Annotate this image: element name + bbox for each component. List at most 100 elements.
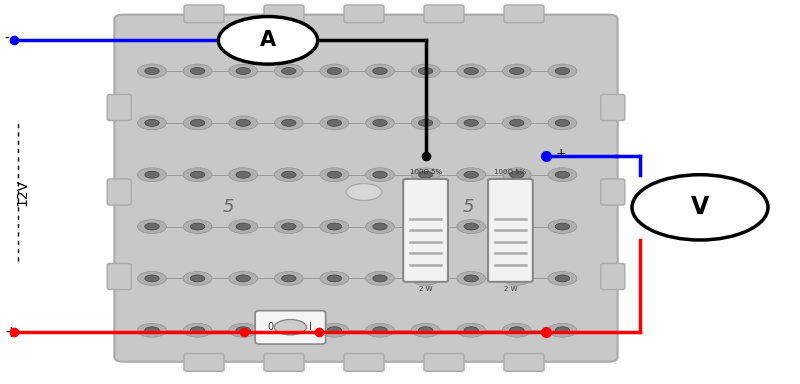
FancyBboxPatch shape [107,263,131,290]
FancyBboxPatch shape [601,179,625,205]
Circle shape [632,175,768,240]
Circle shape [457,323,486,337]
Circle shape [183,116,212,130]
FancyBboxPatch shape [504,5,544,23]
Circle shape [138,323,166,337]
Circle shape [418,68,433,74]
Circle shape [373,327,387,334]
Text: 100Ω 5%: 100Ω 5% [410,169,442,175]
Circle shape [464,171,478,178]
FancyBboxPatch shape [344,354,384,371]
Circle shape [411,168,440,182]
Circle shape [548,271,577,285]
Circle shape [464,223,478,230]
Circle shape [418,223,433,230]
Text: 2 W: 2 W [419,286,432,292]
Circle shape [236,327,250,334]
Circle shape [366,271,394,285]
Circle shape [464,327,478,334]
Circle shape [145,119,159,126]
FancyBboxPatch shape [184,354,224,371]
FancyBboxPatch shape [488,179,533,282]
Circle shape [282,275,296,282]
Circle shape [229,220,258,233]
Circle shape [555,171,570,178]
Circle shape [229,271,258,285]
Circle shape [190,275,205,282]
Circle shape [418,171,433,178]
Circle shape [373,171,387,178]
Circle shape [282,119,296,126]
Circle shape [366,168,394,182]
Circle shape [548,323,577,337]
Circle shape [183,64,212,78]
FancyBboxPatch shape [264,5,304,23]
Circle shape [418,119,433,126]
Circle shape [320,323,349,337]
Circle shape [274,168,303,182]
Circle shape [366,64,394,78]
Circle shape [145,171,159,178]
Circle shape [236,68,250,74]
Circle shape [327,119,342,126]
Circle shape [548,168,577,182]
Circle shape [457,64,486,78]
Circle shape [327,275,342,282]
FancyBboxPatch shape [403,179,448,282]
Circle shape [282,68,296,74]
Circle shape [510,171,524,178]
Circle shape [548,220,577,233]
Circle shape [411,64,440,78]
Circle shape [464,119,478,126]
Circle shape [145,223,159,230]
Circle shape [366,323,394,337]
Circle shape [327,327,342,334]
Circle shape [138,271,166,285]
Text: 2 W: 2 W [504,286,517,292]
Circle shape [236,119,250,126]
Text: A: A [260,30,276,50]
Circle shape [190,327,205,334]
Circle shape [327,223,342,230]
Circle shape [502,220,531,233]
Circle shape [190,223,205,230]
Circle shape [457,168,486,182]
Circle shape [274,319,306,335]
Circle shape [138,220,166,233]
Circle shape [510,119,524,126]
Circle shape [145,275,159,282]
Text: I: I [309,322,312,333]
Circle shape [510,223,524,230]
Circle shape [190,171,205,178]
Circle shape [411,220,440,233]
Circle shape [190,119,205,126]
Circle shape [373,119,387,126]
Circle shape [502,323,531,337]
Circle shape [555,327,570,334]
Circle shape [555,119,570,126]
Circle shape [320,116,349,130]
Circle shape [555,68,570,74]
Circle shape [411,116,440,130]
Circle shape [418,327,433,334]
Circle shape [229,323,258,337]
Circle shape [327,68,342,74]
FancyBboxPatch shape [264,354,304,371]
Circle shape [282,223,296,230]
Circle shape [366,116,394,130]
Circle shape [282,171,296,178]
Circle shape [320,64,349,78]
Text: 5: 5 [462,199,474,216]
Circle shape [190,68,205,74]
Circle shape [457,220,486,233]
Circle shape [229,64,258,78]
Circle shape [274,220,303,233]
FancyBboxPatch shape [504,354,544,371]
Circle shape [555,275,570,282]
FancyBboxPatch shape [424,354,464,371]
FancyBboxPatch shape [601,263,625,290]
Text: 12V: 12V [15,179,30,205]
Circle shape [274,64,303,78]
Circle shape [555,223,570,230]
Circle shape [236,171,250,178]
